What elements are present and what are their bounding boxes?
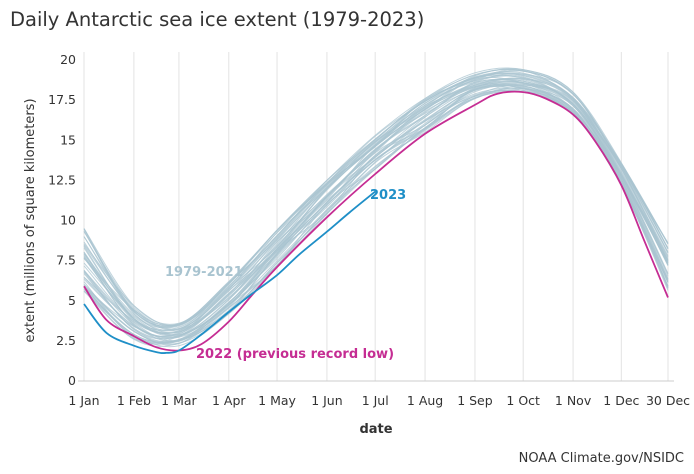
x-tick-label: 30 Dec	[646, 393, 690, 408]
historical-year-line	[83, 86, 669, 345]
historical-range	[83, 67, 669, 348]
x-tick-label: 1 Mar	[161, 393, 197, 408]
x-tick-label: 1 Jul	[362, 393, 389, 408]
historical-year-line	[83, 85, 669, 344]
y-axis: 0 2.5 5 7.5 10 12.5 15 17.5 20	[48, 52, 76, 388]
grid	[78, 52, 674, 382]
label-2023: 2023	[370, 188, 406, 203]
historical-year-line	[83, 84, 669, 344]
chart-title: Daily Antarctic sea ice extent (1979-202…	[10, 8, 425, 31]
x-tick-label: 1 Apr	[212, 393, 246, 408]
x-tick-label: 1 Dec	[603, 393, 639, 408]
historical-year-line	[83, 84, 669, 346]
historical-year-line	[83, 68, 669, 329]
historical-year-line	[83, 84, 669, 340]
historical-year-line	[83, 87, 669, 343]
x-tick-label: 1 Sep	[457, 393, 493, 408]
x-axis: 1 Jan 1 Feb 1 Mar 1 Apr 1 May 1 Jun 1 Jul 1 Aug…	[68, 393, 690, 408]
y-tick-label: 2.5	[56, 333, 76, 348]
y-tick-label: 5	[68, 293, 76, 308]
x-tick-label: 1 Jan	[68, 393, 99, 408]
historical-year-line	[83, 90, 669, 345]
historical-year-line	[83, 87, 669, 343]
historical-year-line	[83, 72, 669, 327]
historical-year-line	[83, 89, 669, 345]
series-labels: 1979-2021 2022 (previous record low) 2023	[165, 188, 406, 362]
x-axis-title: date	[359, 422, 392, 437]
x-tick-label: 1 May	[258, 393, 296, 408]
y-tick-label: 10	[60, 213, 76, 228]
historical-year-line	[83, 75, 669, 338]
line-2022	[83, 90, 669, 352]
y-tick-label: 17.5	[48, 92, 76, 107]
historical-year-line	[83, 80, 669, 342]
historical-year-line	[83, 89, 669, 347]
y-tick-label: 15	[60, 132, 76, 147]
series-lines	[83, 90, 669, 354]
x-tick-label: 1 Feb	[117, 393, 151, 408]
historical-year-line	[83, 90, 669, 344]
label-1979-2021: 1979-2021	[165, 265, 243, 280]
y-tick-label: 7.5	[56, 253, 76, 268]
historical-year-line	[83, 87, 669, 344]
label-2022: 2022 (previous record low)	[196, 347, 394, 362]
x-tick-label: 1 Jun	[311, 393, 342, 408]
y-tick-label: 12.5	[48, 172, 76, 187]
line-2023	[83, 190, 376, 354]
credit-text: NOAA Climate.gov/NSIDC	[518, 451, 684, 466]
y-axis-title: extent (millions of square kilometers)	[23, 98, 38, 342]
x-tick-label: 1 Aug	[407, 393, 443, 408]
x-tick-label: 1 Oct	[506, 393, 540, 408]
y-tick-label: 20	[60, 52, 76, 67]
historical-year-line	[83, 89, 669, 348]
historical-year-line	[83, 78, 669, 334]
y-tick-label: 0	[68, 373, 76, 388]
x-tick-label: 1 Nov	[555, 393, 592, 408]
